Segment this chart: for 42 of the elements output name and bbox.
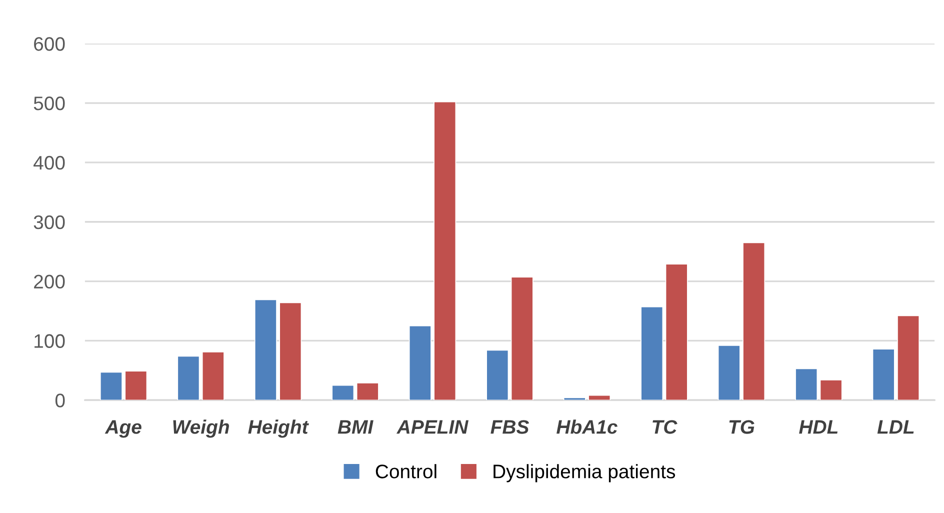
y-tick-label: 0 [55,394,65,408]
bar [563,397,586,400]
x-tick-label: Weigh [173,420,229,438]
bar [434,101,456,400]
y-tick-label: 600 [34,37,65,51]
x-tick-label: APELIN [396,420,469,434]
x-tick-label: TC [652,420,678,434]
y-tick-label: 300 [34,215,65,230]
bar [332,384,354,400]
bar [640,306,664,400]
x-tick-label: Height [248,420,309,438]
bar [795,368,818,400]
y-tick-label: 200 [34,274,65,289]
bar [408,325,432,400]
bar [872,348,895,400]
bar [510,276,534,400]
x-tick-label: FBS [490,420,530,434]
x-tick-label: Age [104,420,142,438]
y-tick-label: 500 [34,96,65,110]
bar [100,372,122,400]
y-tick-label: 400 [34,156,65,170]
legend-label: Control [376,464,436,478]
bar [202,352,224,400]
bar [124,370,148,400]
x-tick-label: TG [729,420,754,434]
bar [742,242,766,400]
bar [588,394,611,400]
x-tick-label: LDL [877,420,914,434]
bar [897,315,920,400]
bar [254,299,277,400]
x-tick-label: BMI [338,420,374,434]
legend-label: Dyslipidemia patients [494,464,676,482]
bar [356,382,379,400]
bar [279,302,302,400]
bar [486,350,509,400]
bar [718,345,740,400]
x-tick-label: HDL [799,420,838,434]
x-tick-label: HbA1c [556,420,618,434]
bar [665,264,688,400]
y-tick-label: 100 [34,334,65,348]
bar [820,380,842,400]
bar [177,356,200,400]
